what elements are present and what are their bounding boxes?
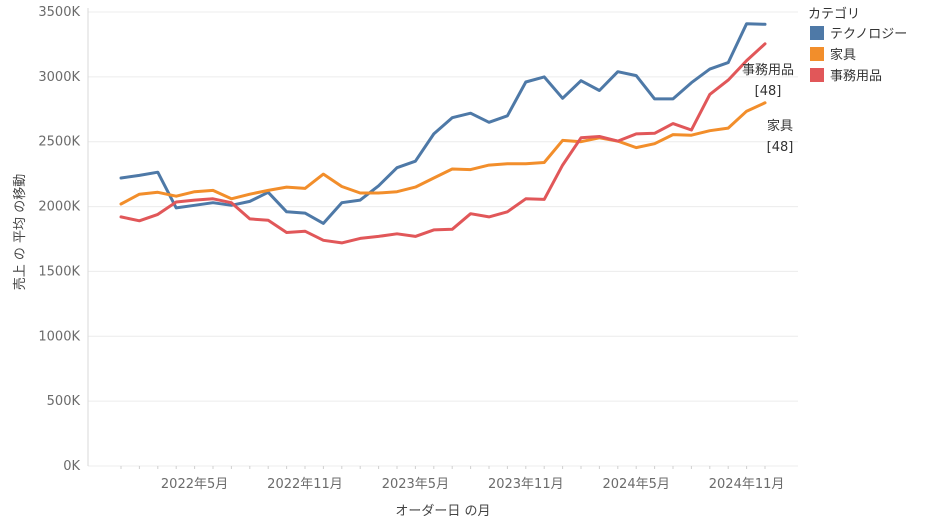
x-tick-label: 2024年11月 — [709, 477, 785, 492]
legend-label-office-supplies[interactable]: 事務用品 — [830, 69, 882, 84]
gridlines — [88, 11, 798, 467]
legend-title: カテゴリ — [808, 6, 860, 22]
x-axis-title: オーダー日 の月 — [395, 504, 490, 519]
series-line-0[interactable] — [119, 22, 767, 225]
y-tick-label: 1000K — [38, 329, 80, 344]
end-label-count: [48] — [767, 140, 794, 155]
legend-swatch-technology[interactable] — [810, 26, 824, 40]
series-line-1[interactable] — [119, 101, 767, 206]
y-tick-label: 0K — [63, 459, 80, 474]
x-tick-label: 2024年5月 — [603, 477, 670, 492]
y-tick-label: 2500K — [38, 135, 80, 150]
end-label-name: 家具 — [767, 118, 793, 134]
legend-swatch-office-supplies[interactable] — [810, 68, 824, 82]
legend: カテゴリ テクノロジー 家具 事務用品 — [808, 6, 907, 84]
legend-label-furniture[interactable]: 家具 — [830, 47, 856, 63]
end-labels: 事務用品 [48] 家具 [48] — [742, 63, 794, 155]
end-label-name: 事務用品 — [742, 63, 794, 78]
y-tick-label: 3500K — [38, 5, 80, 20]
y-tick-label: 2000K — [38, 200, 80, 215]
x-tick-label: 2023年11月 — [488, 477, 564, 492]
series-line-2[interactable] — [119, 42, 767, 245]
series-lines — [119, 22, 767, 245]
x-tick-label: 2022年11月 — [267, 477, 343, 492]
end-label-count: [48] — [755, 84, 782, 99]
legend-swatch-furniture[interactable] — [810, 47, 824, 61]
y-tick-label: 500K — [47, 394, 81, 409]
axes: 0K 500K 1000K 1500K 2000K 2500K 3000K 3500K 2022… — [38, 5, 784, 492]
y-axis-title: 売上 の 平均 の移動 — [12, 174, 28, 290]
y-tick-label: 3000K — [38, 70, 80, 85]
legend-label-technology[interactable]: テクノロジー — [830, 27, 907, 42]
x-tick-label: 2022年5月 — [161, 477, 228, 492]
y-tick-label: 1500K — [38, 264, 80, 279]
x-tick-label: 2023年5月 — [382, 477, 449, 492]
